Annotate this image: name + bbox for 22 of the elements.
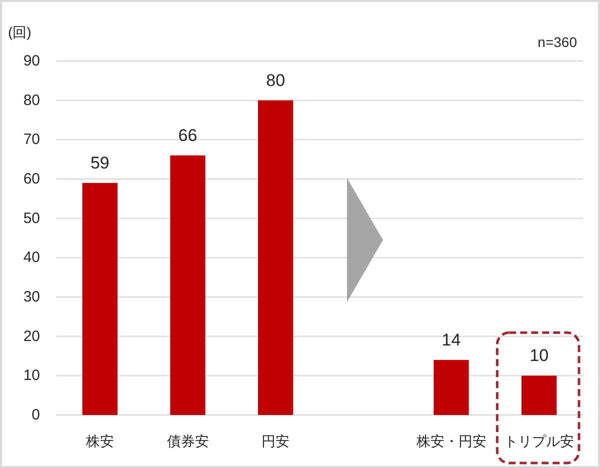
data-label: 80 (266, 70, 286, 90)
y-tick-label: 10 (23, 367, 40, 384)
x-tick-label: 株安 (86, 433, 114, 449)
y-tick-label: 30 (23, 288, 40, 306)
x-tick-label: トリプル安 (504, 433, 574, 449)
data-label: 66 (178, 126, 198, 145)
x-tick-label: 株安・円安 (416, 433, 486, 449)
y-tick-label: 60 (23, 170, 40, 188)
data-label: 59 (90, 153, 110, 172)
y-tick-label: 0 (32, 406, 40, 424)
y-tick-label: 50 (23, 210, 40, 227)
y-axis-title: (回) (8, 24, 32, 40)
y-tick-label: 40 (23, 249, 40, 266)
y-tick-label: 70 (23, 131, 40, 148)
data-label: 10 (530, 346, 549, 366)
annotation: n=360 (538, 34, 577, 50)
y-tick-label: 90 (23, 52, 40, 70)
y-tick-label: 80 (23, 92, 40, 109)
y-tick-label: 20 (23, 328, 40, 345)
x-tick-label: 債券安 (166, 433, 209, 449)
data-label: 14 (442, 330, 461, 350)
x-tick-label: 円安 (262, 433, 290, 449)
